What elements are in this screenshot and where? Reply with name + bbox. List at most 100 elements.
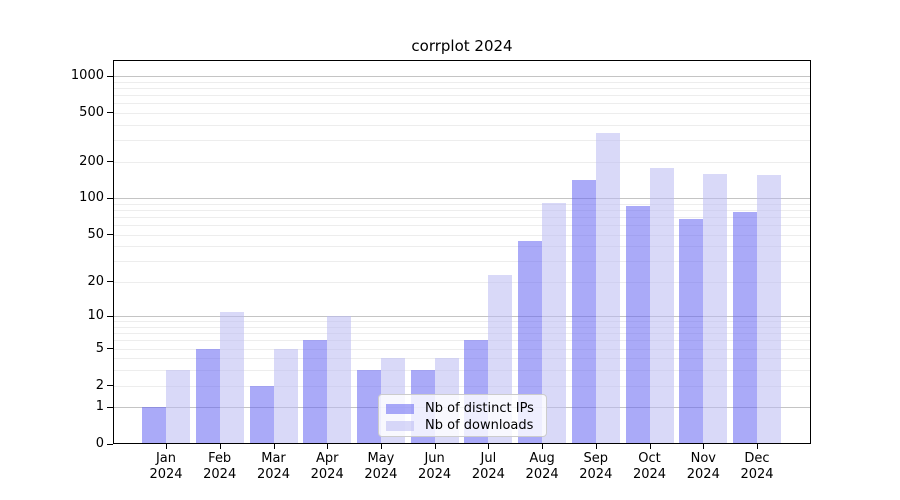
bar-distinct-ips-mar	[249, 385, 274, 444]
legend-label-distinct-ips: Nb of distinct IPs	[425, 401, 534, 416]
gridline-major	[113, 76, 811, 77]
bar-distinct-ips-apr	[303, 340, 328, 444]
gridline-minor	[113, 261, 811, 263]
bar-distinct-ips-sep	[571, 180, 596, 444]
legend-item-distinct-ips: Nb of distinct IPs	[386, 400, 546, 417]
gridline-minor	[113, 161, 811, 163]
y-tick-label: 0	[95, 436, 104, 451]
bar-distinct-ips-jan	[142, 407, 166, 444]
legend-swatch-distinct-ips	[386, 403, 414, 414]
x-tick	[542, 444, 544, 449]
bar-downloads-feb	[219, 311, 244, 444]
x-tick-label-feb: Feb 2024	[203, 451, 237, 482]
x-tick-label-apr: Apr 2024	[310, 451, 344, 482]
bar-distinct-ips-feb	[195, 348, 220, 444]
legend: Nb of distinct IPs Nb of downloads	[378, 394, 547, 437]
x-tick-label-dec: Dec 2024	[740, 451, 774, 482]
y-tick-label: 10	[87, 308, 104, 324]
y-tick	[107, 234, 113, 236]
y-tick-label: 2	[95, 377, 104, 393]
bar-distinct-ips-dec	[733, 211, 757, 444]
y-tick-label: 200	[79, 153, 104, 169]
legend-item-downloads: Nb of downloads	[386, 417, 546, 434]
gridline-major	[113, 198, 811, 200]
y-tick	[107, 348, 113, 350]
bar-downloads-nov	[703, 174, 728, 444]
chart-title: corrplot 2024	[411, 37, 513, 55]
x-tick	[757, 444, 758, 449]
bar-downloads-sep	[595, 132, 620, 444]
y-tick	[107, 281, 113, 283]
gridline-minor	[113, 103, 811, 105]
x-tick-label-oct: Oct 2024	[632, 451, 667, 482]
gridline-major	[113, 316, 811, 318]
y-tick-label: 50	[87, 226, 104, 242]
x-tick-label-jun: Jun 2024	[418, 451, 452, 482]
bar-downloads-oct	[649, 167, 674, 444]
y-tick	[107, 406, 113, 408]
gridline-minor	[113, 216, 811, 218]
x-tick	[327, 444, 329, 449]
x-tick	[434, 444, 436, 449]
gridline-minor	[113, 209, 811, 211]
gridline-minor	[113, 246, 811, 248]
gridline-minor	[113, 203, 811, 205]
x-tick-label-nov: Nov 2024	[686, 451, 720, 482]
y-tick-label: 100	[79, 190, 104, 206]
gridline-minor	[113, 140, 811, 141]
x-tick-label-may: May 2024	[364, 451, 398, 482]
y-tick	[107, 315, 113, 317]
y-tick	[107, 197, 113, 199]
x-tick-label-mar: Mar 2024	[256, 451, 291, 482]
y-tick	[107, 385, 113, 386]
legend-swatch-downloads	[386, 420, 414, 431]
gridline-minor	[113, 95, 811, 96]
x-tick	[219, 444, 221, 449]
gridline-minor	[113, 87, 811, 89]
plot-area	[113, 60, 811, 444]
x-tick	[703, 444, 705, 449]
gridline-minor	[113, 385, 811, 387]
bar-downloads-dec	[757, 175, 781, 444]
y-tick-label: 1	[95, 399, 104, 415]
y-tick-label: 500	[79, 104, 104, 120]
x-tick	[649, 444, 651, 449]
x-tick	[595, 444, 597, 449]
bar-distinct-ips-nov	[679, 218, 704, 444]
gridline-minor	[113, 358, 811, 360]
gridline-minor	[113, 81, 811, 83]
y-tick	[107, 112, 113, 114]
gridline-minor	[113, 234, 811, 236]
y-tick	[107, 443, 113, 445]
gridline-minor	[113, 112, 811, 114]
y-tick-label: 5	[95, 340, 104, 356]
x-tick	[488, 444, 490, 449]
x-tick-label-jan: Jan 2024	[149, 451, 183, 482]
gridline-minor	[113, 327, 811, 328]
y-tick	[107, 161, 113, 162]
x-tick	[166, 444, 167, 449]
gridline-minor	[113, 281, 811, 283]
x-tick-label-aug: Aug 2024	[525, 451, 559, 482]
y-tick-label: 1000	[70, 68, 104, 83]
bar-downloads-mar	[273, 348, 298, 444]
x-tick-label-sep: Sep 2024	[579, 451, 613, 482]
x-tick-label-jul: Jul 2024	[471, 451, 505, 482]
y-tick-label: 20	[87, 273, 104, 289]
bar-distinct-ips-may	[356, 370, 381, 444]
gridline-minor	[113, 333, 811, 335]
bar-distinct-ips-oct	[625, 205, 650, 444]
x-tick	[380, 444, 382, 449]
y-tick	[107, 75, 113, 77]
gridline-minor	[113, 348, 811, 350]
bar-downloads-apr	[327, 316, 352, 444]
gridline-minor	[113, 340, 811, 342]
gridline-minor	[113, 321, 811, 323]
gridline-minor	[113, 124, 811, 126]
x-tick	[273, 444, 275, 449]
legend-label-downloads: Nb of downloads	[425, 418, 534, 433]
bar-downloads-jan	[166, 370, 190, 444]
gridline-minor	[113, 370, 811, 372]
gridline-minor	[113, 225, 811, 226]
